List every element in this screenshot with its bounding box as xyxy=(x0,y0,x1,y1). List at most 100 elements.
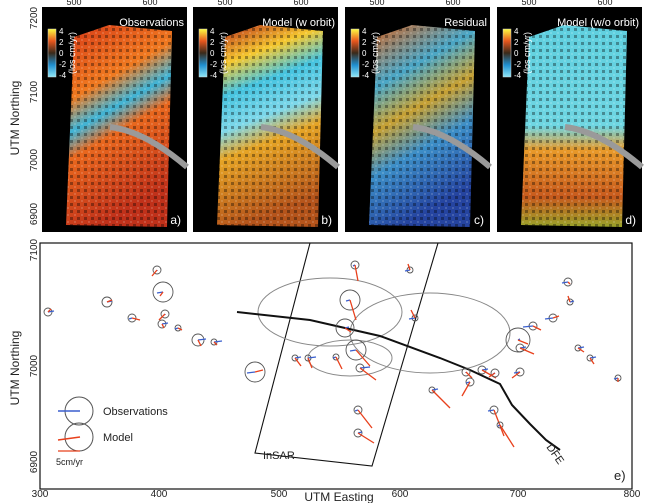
colorbar-unit: (los cm/yr) xyxy=(370,32,380,74)
gps-station xyxy=(345,339,371,367)
model-arrow xyxy=(159,291,164,297)
top-yticks: 7200 7100 7000 6900 xyxy=(29,6,40,225)
colorbar-tick-label: -4 xyxy=(514,71,522,80)
gps-station xyxy=(244,361,266,383)
model-arrow xyxy=(197,339,202,347)
colorbar-tick-label: 4 xyxy=(210,27,215,36)
gps-station xyxy=(174,324,183,332)
panel-letter: a) xyxy=(170,213,181,227)
gps-station xyxy=(355,363,377,381)
gps-stations xyxy=(43,260,622,448)
gps-station xyxy=(339,289,361,321)
bottom-xtick-label: 800 xyxy=(624,489,641,500)
model-arrow xyxy=(357,409,373,429)
observation-arrow xyxy=(408,317,416,320)
station-error-ellipse xyxy=(477,365,487,375)
station-error-ellipse xyxy=(157,319,167,329)
station-error-ellipse xyxy=(332,353,340,361)
observation-arrow xyxy=(197,338,207,341)
colorbar-tick-label: 0 xyxy=(362,49,367,58)
model-arrow xyxy=(589,357,595,365)
colorbar xyxy=(47,28,57,78)
observation-arrow xyxy=(359,366,371,369)
fault-band xyxy=(412,124,492,170)
colorbar-tick-label: 4 xyxy=(362,27,367,36)
observation-arrow xyxy=(156,291,164,294)
observation-arrow xyxy=(354,409,359,412)
model-arrow xyxy=(519,347,535,355)
gps-station xyxy=(613,374,622,382)
panel-letter: d) xyxy=(625,213,636,227)
legend-observations: Observations xyxy=(103,406,168,418)
gps-station xyxy=(544,313,560,323)
model-arrow xyxy=(552,315,560,319)
station-error-ellipse xyxy=(244,361,266,383)
station-error-ellipse xyxy=(350,260,360,270)
observation-arrow xyxy=(345,299,351,302)
panel-letter-e: e) xyxy=(614,468,626,483)
model-arrow xyxy=(213,341,218,346)
model-arrow xyxy=(344,327,352,333)
model-arrow xyxy=(349,299,357,321)
station-error-ellipse xyxy=(490,368,500,378)
observation-arrow xyxy=(128,317,133,320)
gps-station xyxy=(43,307,55,317)
model-arrow xyxy=(307,357,313,369)
gps-station xyxy=(210,338,223,346)
gps-station xyxy=(428,386,451,409)
gps-station xyxy=(291,354,302,367)
top-xtick-label: 600 xyxy=(142,0,157,7)
gps-station xyxy=(191,333,207,347)
bottom-xticks: 300 400 500 600 700 800 xyxy=(32,489,641,500)
model-arrow xyxy=(357,432,375,444)
insar-label: InSAR xyxy=(263,450,295,462)
model-arrow xyxy=(499,424,515,448)
panel-title: Observations xyxy=(119,17,184,29)
legend-model: Model xyxy=(103,432,133,444)
gps-station xyxy=(515,343,535,355)
station-error-ellipse xyxy=(345,339,367,361)
colorbar-tick-label: 2 xyxy=(210,38,215,47)
model-arrow xyxy=(465,371,473,379)
gps-station xyxy=(158,309,170,321)
colorbar-tick-label: 2 xyxy=(59,38,64,47)
gps-station xyxy=(404,263,414,274)
gps-station xyxy=(586,354,597,365)
gps-station xyxy=(505,327,531,353)
gps-station xyxy=(101,296,113,308)
station-error-ellipse xyxy=(465,377,475,387)
bottom-xlabel: UTM Easting xyxy=(304,490,373,503)
model-arrow xyxy=(354,264,359,282)
top-xtick-label: 500 xyxy=(369,0,384,7)
colorbar-tick-label: -2 xyxy=(362,60,370,69)
observation-arrow xyxy=(561,281,569,284)
top-xtick-label: 600 xyxy=(597,0,612,7)
observation-arrow xyxy=(589,356,597,359)
colorbar-tick-label: -4 xyxy=(362,71,370,80)
colorbar-tick-label: -4 xyxy=(59,71,67,80)
gps-station xyxy=(461,367,473,379)
model-arrow xyxy=(461,381,471,397)
bottom-ytick-label: 7000 xyxy=(29,354,40,377)
observation-arrow xyxy=(569,300,575,303)
top-ytick-label: 7100 xyxy=(29,80,40,103)
error-ellipse xyxy=(349,292,511,374)
model-arrow xyxy=(151,269,158,277)
station-error-ellipse xyxy=(160,309,170,319)
model-arrow xyxy=(106,299,113,303)
station-error-ellipse xyxy=(191,333,205,347)
gps-station xyxy=(151,265,162,277)
observation-arrow xyxy=(332,356,337,359)
gps-station xyxy=(461,377,475,397)
bottom-xtick-label: 500 xyxy=(271,489,288,500)
colorbar xyxy=(502,28,512,78)
colorbar-unit: (los cm/yr) xyxy=(522,32,532,74)
top-ytick-label: 6900 xyxy=(29,202,40,225)
model-arrow xyxy=(131,317,141,321)
station-error-ellipse xyxy=(152,265,162,275)
bottom-xtick-label: 600 xyxy=(392,489,409,500)
model-arrow xyxy=(488,372,496,378)
station-error-ellipse xyxy=(335,318,355,338)
colorbar xyxy=(198,28,208,78)
